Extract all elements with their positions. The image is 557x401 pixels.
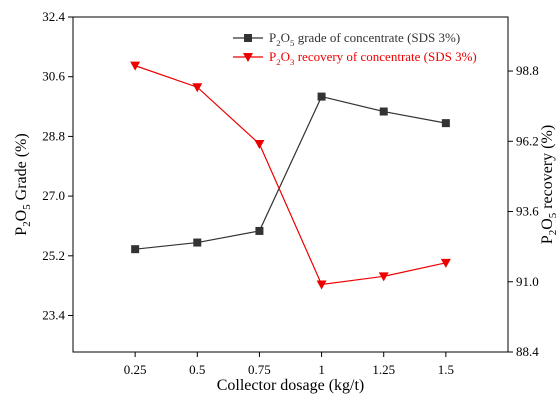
y-tick-label: 23.4 xyxy=(42,308,65,323)
data-point-grade xyxy=(193,238,202,247)
legend-label: P2O5 grade of concentrate (SDS 3%) xyxy=(269,30,460,48)
y2-axis-title-group: P2O5 recovery (%) xyxy=(539,125,557,244)
legend-label-sub1: 2 xyxy=(276,57,280,67)
x-tick-label: 0.25 xyxy=(124,362,147,377)
x-axis-title: Collector dosage (kg/t) xyxy=(217,377,365,394)
x-tick-label: 0.5 xyxy=(189,362,205,377)
y-tick-label: 30.6 xyxy=(42,69,65,84)
x-tick-label: 0.75 xyxy=(248,362,271,377)
y2-tick-label: 96.2 xyxy=(516,133,539,148)
y-axis-title-sub2: 5 xyxy=(21,204,33,210)
y-axis-title-sub1: 2 xyxy=(21,221,33,226)
series-line-2 xyxy=(134,65,446,286)
legend-label-mid: O xyxy=(281,30,290,45)
legend-label-main: P xyxy=(269,30,276,45)
y2-axis-title-mid: O xyxy=(539,218,556,230)
x-tick-label: 1.5 xyxy=(438,362,454,377)
y-axis-title-tail: Grade (%) xyxy=(13,133,30,204)
y-tick-label: 27.0 xyxy=(42,188,65,203)
y2-tick-label: 98.8 xyxy=(516,63,539,78)
y2-tick-label: 88.4 xyxy=(516,344,539,359)
data-point-recovery xyxy=(316,280,327,290)
legend-item-2: P2O3 recovery of concentrate (SDS 3%) xyxy=(233,49,477,67)
legend-label-tail: grade of concentrate (SDS 3%) xyxy=(294,30,460,45)
legend-marker-square xyxy=(244,34,252,42)
legend-label-mid: O xyxy=(281,49,290,64)
axes-layer: 0.25 0.5 0.75 1 1.25 1.5 23.4 25.2 27.0 28.8 30.6 3… xyxy=(13,9,557,394)
y2-axis-title-main: P xyxy=(539,235,556,244)
data-point-recovery xyxy=(378,272,389,282)
x-tick-label: 1.25 xyxy=(372,362,395,377)
legend-marker-triangle xyxy=(243,53,253,62)
legend-label-sub2: 5 xyxy=(290,38,295,48)
series-line-1 xyxy=(135,95,446,250)
y2-axis-title-sub2: 5 xyxy=(547,212,557,218)
legend-label: P2O3 recovery of concentrate (SDS 3%) xyxy=(269,49,477,67)
legend-label-tail: recovery of concentrate (SDS 3%) xyxy=(294,49,476,64)
legend: P2O5 grade of concentrate (SDS 3%)P2O3 r… xyxy=(233,30,477,67)
data-point-grade xyxy=(317,92,326,101)
series-layer xyxy=(130,61,451,290)
legend-label-sub1: 2 xyxy=(276,38,280,48)
y2-tick-label: 91.0 xyxy=(516,274,539,289)
legend-item-1: P2O5 grade of concentrate (SDS 3%) xyxy=(233,30,460,48)
y2-axis-title: P2O5 recovery (%) xyxy=(539,125,557,244)
data-point-recovery xyxy=(440,258,451,268)
legend-label-sub2: 3 xyxy=(290,57,295,67)
y2-axis-title-sub1: 2 xyxy=(547,230,557,235)
legend-label-main: P xyxy=(269,49,276,64)
y-tick-label: 25.2 xyxy=(42,248,65,263)
data-point-grade xyxy=(379,107,388,116)
data-point-recovery xyxy=(130,61,141,71)
data-point-grade xyxy=(255,226,264,235)
y-axis-title-group: P2O5 Grade (%) xyxy=(13,133,33,235)
y2-tick-label: 93.6 xyxy=(516,204,539,219)
y-axis-title: P2O5 Grade (%) xyxy=(13,133,33,235)
data-point-grade xyxy=(441,119,450,128)
y2-axis-title-tail: recovery (%) xyxy=(539,125,556,213)
plot-frame xyxy=(72,16,509,353)
data-point-recovery xyxy=(254,139,265,149)
y-tick-label: 32.4 xyxy=(42,9,65,24)
y-tick-label: 28.8 xyxy=(42,128,65,143)
data-point-recovery xyxy=(192,83,203,93)
y-axis-title-mid: O xyxy=(13,210,30,222)
x-tick-label: 1 xyxy=(318,362,325,377)
y-axis-title-main: P xyxy=(13,227,30,236)
data-point-grade xyxy=(131,245,140,254)
